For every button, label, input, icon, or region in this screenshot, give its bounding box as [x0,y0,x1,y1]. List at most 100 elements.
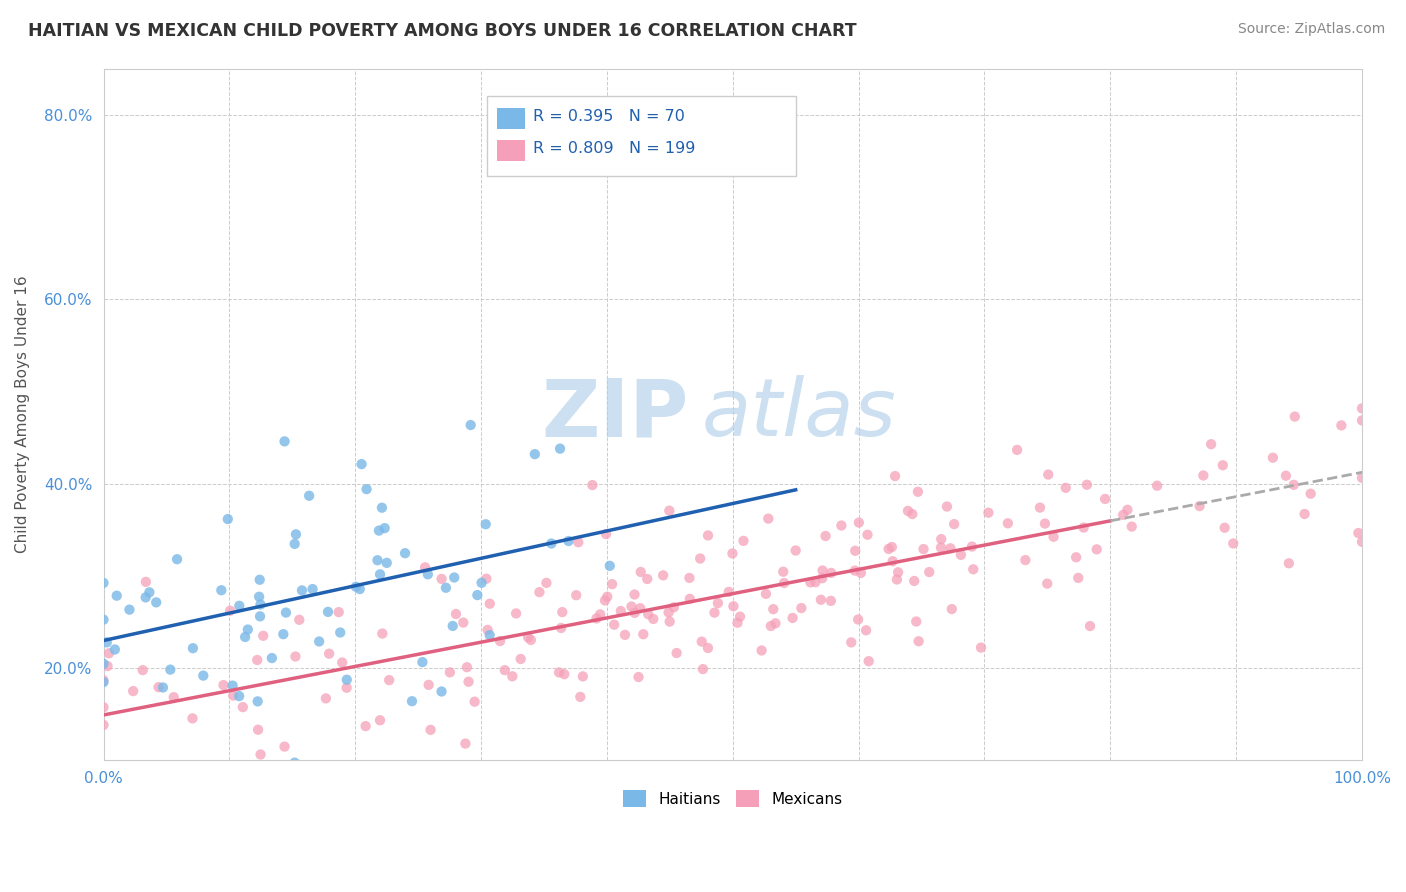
Point [505,607,527,621]
Point [960,540,983,554]
Point [810,592,832,607]
Point [1282,478,1305,492]
Point [600,577,623,591]
Point [249,573,271,587]
Point [529,585,551,599]
Point [478,597,501,611]
Point [887,566,910,580]
Point [122,684,145,698]
Point [368,713,391,727]
Point [585,611,607,625]
Text: atlas: atlas [702,376,896,453]
Point [274,606,297,620]
Point [93,675,115,690]
Point [489,634,512,648]
Point [897,504,920,518]
Point [228,599,250,613]
Point [219,604,242,618]
Point [1146,479,1168,493]
Point [962,562,984,576]
Point [565,588,588,602]
Point [540,536,562,550]
Point [368,567,391,582]
Point [1351,534,1374,549]
Point [548,665,571,680]
Point [284,527,307,541]
Point [284,537,307,551]
Point [623,606,645,620]
Point [418,678,440,692]
Point [416,567,439,582]
Point [118,602,141,616]
Point [467,588,489,602]
Point [329,625,352,640]
Point [1064,550,1087,565]
Point [1212,458,1234,473]
Point [419,723,441,737]
Point [145,595,167,609]
Point [848,516,870,530]
Point [93,576,115,591]
Point [1005,442,1028,457]
Point [454,737,477,751]
Point [977,506,1000,520]
Point [457,674,479,689]
Point [723,599,745,614]
Point [166,552,188,566]
Point [1347,526,1369,541]
Point [901,507,924,521]
Point [1351,413,1374,427]
Point [1014,553,1036,567]
Point [918,565,941,579]
Point [236,623,259,637]
Point [1351,401,1374,416]
Y-axis label: Child Poverty Among Boys Under 16: Child Poverty Among Boys Under 16 [15,276,30,553]
Point [247,590,270,604]
Point [846,612,869,626]
Text: R = 0.395   N = 70: R = 0.395 N = 70 [533,110,685,125]
Point [773,576,796,591]
Point [907,484,929,499]
Point [790,601,813,615]
Point [301,582,323,596]
Point [820,594,842,608]
Point [1094,491,1116,506]
Point [997,516,1019,531]
Point [610,604,633,618]
Point [228,689,250,703]
Point [856,527,879,541]
Point [135,591,157,605]
Text: R = 0.809   N = 199: R = 0.809 N = 199 [533,141,695,156]
Point [1036,576,1059,591]
Point [877,541,900,556]
Point [221,679,243,693]
Point [471,575,494,590]
Point [456,660,478,674]
Point [581,478,603,492]
Point [943,517,966,532]
Point [152,681,174,695]
Point [567,535,589,549]
Point [284,649,307,664]
Point [697,640,720,655]
Point [692,662,714,676]
Point [679,591,702,606]
Point [799,575,821,590]
Point [755,587,778,601]
Bar [498,108,524,128]
Point [717,585,740,599]
Point [374,521,396,535]
Point [703,606,725,620]
Point [181,641,204,656]
Point [298,489,321,503]
Point [233,630,256,644]
Point [1188,499,1211,513]
Point [1073,520,1095,534]
Point [249,609,271,624]
Point [589,607,612,622]
Point [772,565,794,579]
Point [132,663,155,677]
Point [658,503,681,517]
Point [288,613,311,627]
Point [443,570,465,584]
